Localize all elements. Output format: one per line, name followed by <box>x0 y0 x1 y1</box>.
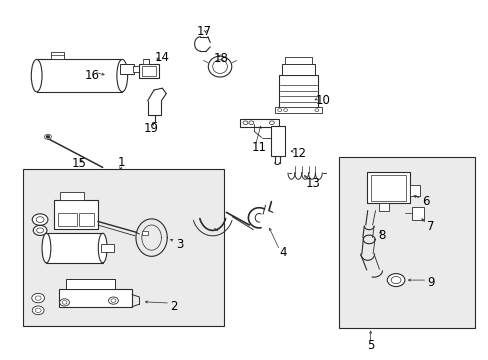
Circle shape <box>36 217 44 222</box>
Text: 17: 17 <box>197 25 211 38</box>
Ellipse shape <box>31 59 42 92</box>
Ellipse shape <box>208 56 231 77</box>
Circle shape <box>283 109 287 112</box>
Bar <box>284 57 311 64</box>
Bar <box>66 279 115 289</box>
Text: 2: 2 <box>169 300 177 313</box>
Text: 14: 14 <box>155 51 169 64</box>
Text: 9: 9 <box>427 276 434 289</box>
Bar <box>339 157 474 328</box>
Bar <box>143 59 149 64</box>
Circle shape <box>32 293 44 303</box>
Circle shape <box>269 121 274 125</box>
Text: 18: 18 <box>213 52 228 65</box>
Bar <box>51 52 63 59</box>
Bar <box>139 64 159 78</box>
Text: 11: 11 <box>251 141 266 154</box>
Ellipse shape <box>117 59 127 92</box>
Circle shape <box>277 109 281 112</box>
Circle shape <box>111 299 116 302</box>
Bar <box>409 185 419 196</box>
Bar <box>101 244 114 252</box>
Bar <box>23 169 224 326</box>
Text: 4: 4 <box>279 246 287 259</box>
Bar <box>54 200 98 229</box>
Bar <box>271 126 285 156</box>
Text: 3: 3 <box>176 238 183 251</box>
Circle shape <box>37 228 43 233</box>
Bar <box>366 172 409 203</box>
Text: 10: 10 <box>315 94 329 107</box>
Circle shape <box>248 121 253 125</box>
Text: 8: 8 <box>378 229 386 242</box>
Bar <box>370 175 405 201</box>
Text: 1: 1 <box>117 156 125 169</box>
Bar <box>239 119 278 127</box>
Circle shape <box>108 297 118 304</box>
Text: 12: 12 <box>291 147 306 159</box>
Circle shape <box>314 109 318 112</box>
Circle shape <box>390 276 400 284</box>
Text: 13: 13 <box>305 177 320 190</box>
Bar <box>79 213 94 226</box>
Text: 19: 19 <box>144 122 159 135</box>
Ellipse shape <box>42 233 51 263</box>
Circle shape <box>44 134 51 139</box>
Text: 6: 6 <box>421 195 428 208</box>
Circle shape <box>60 299 69 306</box>
Bar <box>59 289 132 307</box>
Ellipse shape <box>212 60 227 73</box>
Circle shape <box>32 306 44 315</box>
Circle shape <box>35 296 41 300</box>
Bar <box>60 192 84 200</box>
Bar <box>278 75 317 109</box>
Bar <box>133 66 141 72</box>
Ellipse shape <box>98 233 107 263</box>
Circle shape <box>386 274 404 287</box>
Circle shape <box>46 135 50 138</box>
Text: 7: 7 <box>426 220 433 233</box>
Text: 5: 5 <box>366 339 374 352</box>
Circle shape <box>32 214 48 225</box>
Text: 15: 15 <box>72 157 86 170</box>
Text: 16: 16 <box>84 69 99 82</box>
Circle shape <box>33 225 47 235</box>
Bar <box>120 64 134 74</box>
Bar <box>37 59 122 92</box>
Bar <box>58 213 77 226</box>
Circle shape <box>62 301 67 304</box>
Bar <box>281 64 314 75</box>
Bar <box>274 107 321 113</box>
Bar <box>411 207 423 220</box>
Circle shape <box>35 308 41 312</box>
Circle shape <box>243 121 247 125</box>
Bar <box>46 233 102 263</box>
Bar <box>142 231 147 235</box>
Bar <box>142 66 156 76</box>
Bar <box>379 203 388 211</box>
